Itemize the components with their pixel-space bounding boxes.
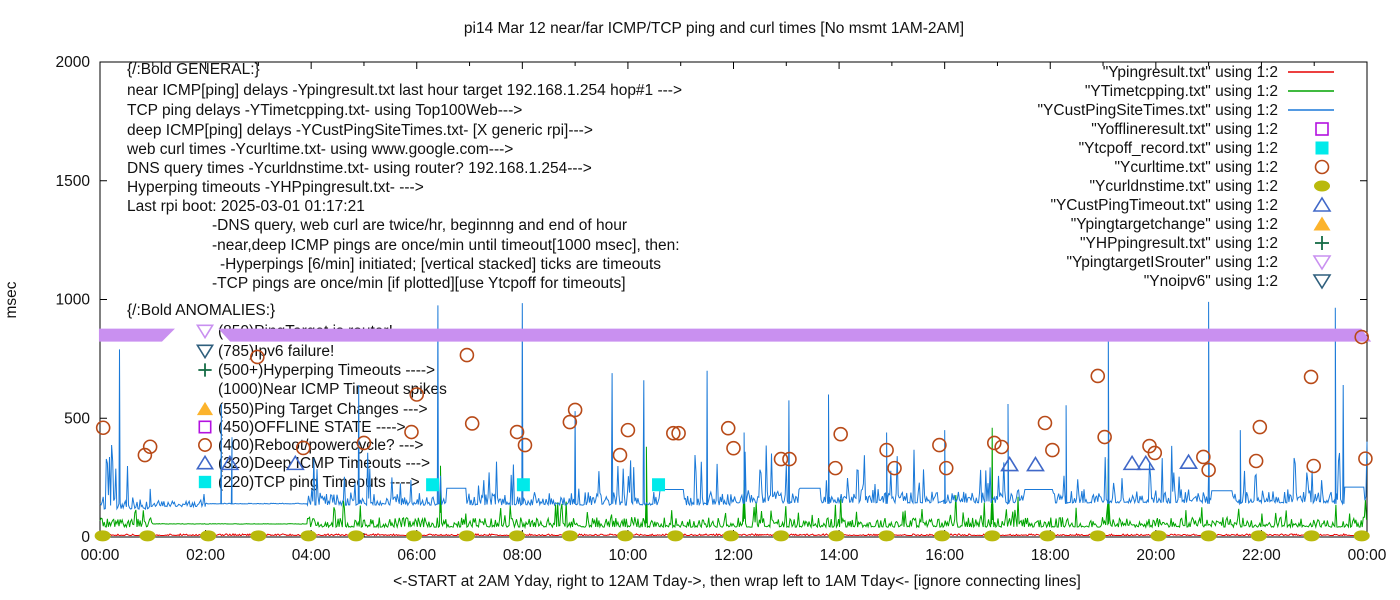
svg-text:"Ytcpoff_record.txt" using 1:2: "Ytcpoff_record.txt" using 1:2 bbox=[1079, 140, 1278, 157]
series-YCustPingSiteTimes.txt bbox=[99, 301, 1368, 511]
svg-text:"Ycurldnstime.txt" using 1:2: "Ycurldnstime.txt" using 1:2 bbox=[1090, 178, 1278, 195]
svg-text:(400)Reboot/powercycle? --->: (400)Reboot/powercycle? ---> bbox=[218, 437, 423, 454]
series-Ycurldnstime.txt bbox=[94, 530, 1370, 542]
svg-text:"YTimetcpping.txt" using 1:2: "YTimetcpping.txt" using 1:2 bbox=[1085, 83, 1278, 100]
svg-text:near ICMP[ping] delays -Ypingr: near ICMP[ping] delays -Ypingresult.txt … bbox=[127, 82, 682, 99]
svg-text:500: 500 bbox=[64, 410, 90, 427]
series-YTimetcpping.txt bbox=[99, 427, 1367, 530]
svg-text:Last rpi boot: 2025-03-01 01:1: Last rpi boot: 2025-03-01 01:17:21 bbox=[127, 198, 365, 215]
series-Ytcpoff_record.txt bbox=[426, 478, 666, 492]
svg-text:{/:Bold ANOMALIES:}: {/:Bold ANOMALIES:} bbox=[127, 302, 275, 319]
svg-text:2000: 2000 bbox=[56, 54, 91, 71]
svg-text:1000: 1000 bbox=[56, 292, 91, 309]
x-axis-caption: <-START at 2AM Yday, right to 12AM Tday-… bbox=[393, 573, 1081, 590]
svg-text:"Ycurltime.txt" using 1:2: "Ycurltime.txt" using 1:2 bbox=[1115, 159, 1278, 176]
svg-text:(550)Ping Target Changes --->: (550)Ping Target Changes ---> bbox=[218, 401, 428, 418]
svg-text:20:00: 20:00 bbox=[1136, 547, 1175, 564]
svg-text:02:00: 02:00 bbox=[186, 547, 225, 564]
svg-text:-DNS query, web curl are twice: -DNS query, web curl are twice/hr, begin… bbox=[212, 217, 627, 234]
svg-text:0: 0 bbox=[81, 529, 90, 546]
series-YCustPingTimeout.txt bbox=[220, 453, 1198, 472]
annotations: {/:Bold GENERAL:} near ICMP[ping] delays … bbox=[126, 61, 682, 491]
svg-text:"Yofflineresult.txt" using 1:2: "Yofflineresult.txt" using 1:2 bbox=[1091, 121, 1278, 138]
svg-text:-Hyperpings [6/min] initiated;: -Hyperpings [6/min] initiated; [vertical… bbox=[220, 256, 661, 273]
svg-text:web curl times -Ycurltime.txt-: web curl times -Ycurltime.txt- using www… bbox=[126, 141, 513, 158]
svg-text:"YpingtargetISrouter" using 1:: "YpingtargetISrouter" using 1:2 bbox=[1067, 254, 1278, 271]
axes: 00:00 02:00 04:00 06:00 08:00 10:00 12:00 14:00… bbox=[56, 54, 1387, 564]
svg-text:"Ypingresult.txt" using 1:2: "Ypingresult.txt" using 1:2 bbox=[1103, 64, 1278, 81]
svg-text:16:00: 16:00 bbox=[925, 547, 964, 564]
svg-text:(320)Deep ICMP Timeouts --->: (320)Deep ICMP Timeouts ---> bbox=[218, 455, 430, 472]
svg-text:08:00: 08:00 bbox=[503, 547, 542, 564]
svg-text:(220)TCP ping Timeouts ---->: (220)TCP ping Timeouts ----> bbox=[218, 474, 420, 491]
svg-text:18:00: 18:00 bbox=[1031, 547, 1070, 564]
svg-text:deep ICMP[ping] delays -YCustP: deep ICMP[ping] delays -YCustPingSiteTim… bbox=[127, 122, 593, 139]
svg-text:(1000)Near ICMP Timeout spikes: (1000)Near ICMP Timeout spikes bbox=[218, 381, 447, 398]
svg-text:(785)Ipv6 failure!: (785)Ipv6 failure! bbox=[218, 343, 334, 360]
svg-text:14:00: 14:00 bbox=[820, 547, 859, 564]
svg-text:04:00: 04:00 bbox=[292, 547, 331, 564]
svg-text:1500: 1500 bbox=[56, 173, 91, 190]
y-axis-label: msec bbox=[3, 281, 20, 318]
svg-text:-near,deep ICMP pings are once: -near,deep ICMP pings are once/min until… bbox=[212, 237, 680, 254]
series-YpingtargetISrouter bbox=[98, 328, 1372, 342]
svg-text:00:00: 00:00 bbox=[81, 547, 120, 564]
svg-text:06:00: 06:00 bbox=[397, 547, 436, 564]
svg-text:{/:Bold GENERAL:}: {/:Bold GENERAL:} bbox=[127, 61, 260, 78]
svg-text:Hyperping timeouts -YHPpingres: Hyperping timeouts -YHPpingresult.txt- -… bbox=[127, 179, 424, 196]
legend: "Ypingresult.txt" using 1:2 "YTimetcpping… bbox=[1038, 64, 1334, 290]
svg-text:(500+)Hyperping Timeouts ---->: (500+)Hyperping Timeouts ----> bbox=[218, 362, 435, 379]
svg-text:<-START at 2AM Yday, right to: <-START at 2AM Yday, right to 12AM Tday-… bbox=[393, 573, 1081, 590]
svg-text:pi14 Mar 12 near/far ICMP/TCP: pi14 Mar 12 near/far ICMP/TCP ping and c… bbox=[464, 20, 964, 37]
chart-title: pi14 Mar 12 near/far ICMP/TCP ping and c… bbox=[464, 20, 964, 37]
svg-text:DNS query times -Ycurldnstime.: DNS query times -Ycurldnstime.txt- using… bbox=[127, 160, 592, 177]
series-Ycurltime.txt bbox=[95, 329, 1373, 478]
svg-text:"YCustPingTimeout.txt" using 1: "YCustPingTimeout.txt" using 1:2 bbox=[1050, 197, 1278, 214]
svg-text:22:00: 22:00 bbox=[1242, 547, 1281, 564]
svg-text:"YCustPingSiteTimes.txt" using: "YCustPingSiteTimes.txt" using 1:2 bbox=[1038, 102, 1278, 119]
svg-text:msec: msec bbox=[3, 281, 20, 318]
svg-text:TCP ping delays -YTimetcpping.: TCP ping delays -YTimetcpping.txt- using… bbox=[127, 102, 522, 119]
svg-text:"Ypingtargetchange" using 1:2: "Ypingtargetchange" using 1:2 bbox=[1071, 216, 1278, 233]
svg-text:12:00: 12:00 bbox=[714, 547, 753, 564]
svg-text:00:00: 00:00 bbox=[1348, 547, 1387, 564]
svg-text:"YHPpingresult.txt" using 1:2: "YHPpingresult.txt" using 1:2 bbox=[1080, 235, 1278, 252]
svg-text:-TCP pings are once/min [if pl: -TCP pings are once/min [if plotted][use… bbox=[212, 275, 626, 292]
svg-text:"Ynoipv6" using 1:2: "Ynoipv6" using 1:2 bbox=[1144, 273, 1278, 290]
svg-text:(450)OFFLINE STATE ---->: (450)OFFLINE STATE ----> bbox=[218, 419, 406, 436]
svg-text:10:00: 10:00 bbox=[609, 547, 648, 564]
